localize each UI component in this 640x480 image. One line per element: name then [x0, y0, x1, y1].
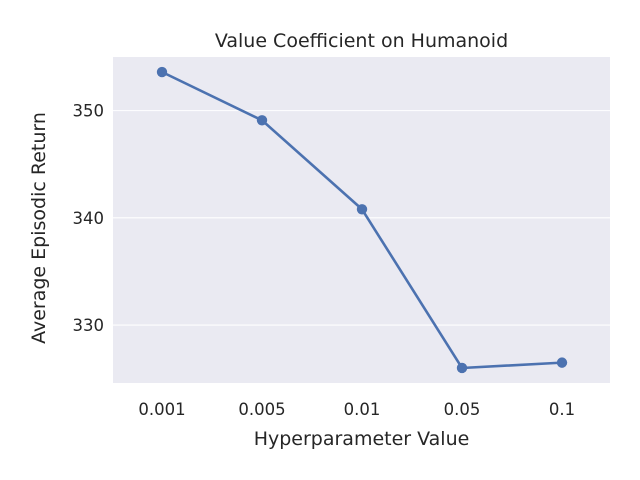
y-axis-label: Average Episodic Return — [28, 112, 50, 344]
plot-area — [113, 57, 610, 383]
x-tick-label: 0.1 — [549, 400, 575, 419]
x-tick-label: 0.05 — [444, 400, 481, 419]
y-tick-label: 350 — [73, 102, 105, 121]
chart-title: Value Coefficient on Humanoid — [215, 30, 508, 52]
data-point — [356, 204, 368, 215]
series-group — [156, 66, 568, 374]
x-axis-label: Hyperparameter Value — [254, 428, 470, 450]
y-tick-label: 340 — [73, 209, 105, 228]
x-tick-label: 0.01 — [344, 400, 381, 419]
grid-lines — [113, 110, 610, 326]
y-tick-labels: 330 340 350 — [73, 102, 105, 335]
x-tick-labels: 0.001 0.005 0.01 0.05 0.1 — [138, 400, 575, 419]
data-point — [256, 115, 268, 126]
x-tick-label: 0.005 — [238, 400, 285, 419]
x-tick-label: 0.001 — [138, 400, 185, 419]
data-point — [556, 357, 568, 368]
data-point — [156, 66, 168, 78]
data-point — [456, 362, 468, 374]
y-tick-label: 330 — [73, 316, 105, 335]
